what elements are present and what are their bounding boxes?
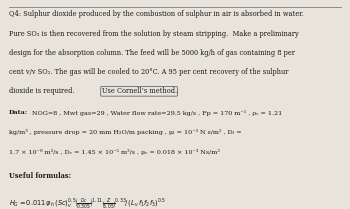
Text: NOG=8 , Mwt gas=29 , Water flow rate=29.5 kg/s , Fp = 170 m⁻¹ , ρᵥ = 1.21: NOG=8 , Mwt gas=29 , Water flow rate=29.…	[30, 110, 283, 116]
Text: $H_G = 0.011\,\varphi_h\,(Sc)_v^{0.5}\!\left(\!\frac{D_C}{0.305}\!\right)^{\!1.1: $H_G = 0.011\,\varphi_h\,(Sc)_v^{0.5}\!\…	[9, 197, 166, 209]
Text: kg/m³ , pressure drop = 20 mm H₂O/m packing , μₗ = 10⁻³ N s/m² , Dₗ =: kg/m³ , pressure drop = 20 mm H₂O/m pack…	[9, 129, 241, 135]
Text: cent v/v SO₂. The gas will be cooled to 20°C. A 95 per cent recovery of the sulp: cent v/v SO₂. The gas will be cooled to …	[9, 68, 288, 76]
Text: Use Cornell’s method.: Use Cornell’s method.	[102, 87, 177, 95]
Text: Pure SO₂ is then recovered from the solution by steam stripping.  Make a prelimi: Pure SO₂ is then recovered from the solu…	[9, 30, 299, 38]
Text: Data:: Data:	[9, 110, 28, 115]
Text: 1.7 × 10⁻⁹ m²/s , Dᵥ = 1.45 × 10⁻⁵ m²/s , μᵥ = 0.018 × 10⁻³ Ns/m²: 1.7 × 10⁻⁹ m²/s , Dᵥ = 1.45 × 10⁻⁵ m²/s …	[9, 149, 220, 154]
Text: Useful formulas:: Useful formulas:	[9, 172, 71, 180]
Text: Q4: Sulphur dioxide produced by the combustion of sulphur in air is absorbed in : Q4: Sulphur dioxide produced by the comb…	[9, 10, 303, 18]
Text: dioxide is required.: dioxide is required.	[9, 87, 74, 95]
Text: design for the absorption column. The feed will be 5000 kg/h of gas containing 8: design for the absorption column. The fe…	[9, 49, 295, 57]
